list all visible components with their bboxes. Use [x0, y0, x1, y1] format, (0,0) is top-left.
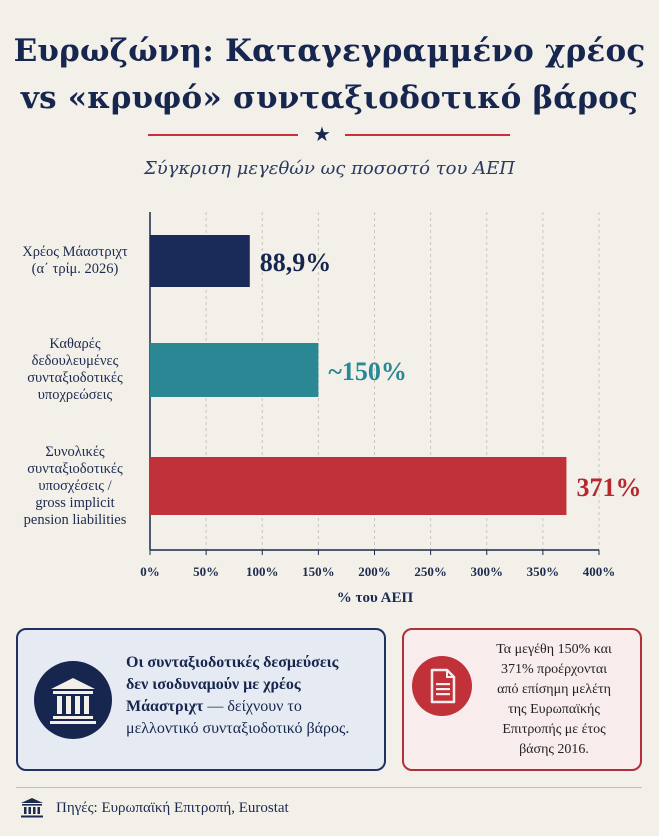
info-right-line-4: της Ευρωπαϊκής: [508, 702, 600, 717]
x-tick-label: 150%: [302, 564, 335, 579]
x-tick-label: 0%: [140, 564, 160, 579]
footer-divider: [16, 787, 642, 788]
institution-icon: [21, 798, 43, 818]
info-text-right: Τα μεγέθη 150% και 371% προέρχονται από …: [478, 640, 630, 760]
bar: [150, 235, 250, 287]
category-label: Συνολικές συνταξιοδοτικές υποσχέσεις / gros…: [8, 444, 142, 529]
info-text-left: Οι συνταξιοδοτικές δεσμεύσεις δεν ισοδυν…: [126, 652, 378, 740]
category-label-line: Χρέος Μάαστριχτ: [22, 244, 128, 260]
x-tick-label: 200%: [358, 564, 391, 579]
title-line-2: vs «κρυφό» συνταξιοδοτικό βάρος: [20, 80, 639, 116]
info-right-line-6: βάσης 2016.: [519, 742, 589, 757]
info-right-line-5: Επιτροπής με έτος: [502, 722, 606, 737]
category-label-line: δεδουλευμένες: [31, 353, 119, 369]
info-left-bold-term: Μάαστριχτ: [126, 698, 204, 715]
info-card-left: Οι συνταξιοδοτικές δεσμεύσεις δεν ισοδυν…: [16, 628, 386, 771]
info-right-line-2: 371% προέρχονται: [500, 662, 608, 677]
category-label-line: (α΄ τρίμ. 2026): [31, 261, 119, 277]
category-label-line: Συνολικές: [45, 443, 105, 460]
info-left-line-4: μελλοντικό συνταξιοδοτικό βάρος.: [126, 720, 350, 737]
category-label-line: υποχρεώσεις: [37, 387, 113, 403]
category-label-line: Καθαρές: [49, 336, 101, 352]
star-icon: ★: [313, 122, 331, 146]
x-tick-label: 400%: [583, 564, 616, 579]
info-left-line-3-rest: — δείχνουν το: [203, 698, 302, 715]
info-card-right: Τα μεγέθη 150% και 371% προέρχονται από …: [402, 628, 642, 771]
sources-text: Πηγές: Ευρωπαϊκή Επιτροπή, Eurostat: [56, 799, 289, 816]
chart-subtitle: Σύγκριση μεγεθών ως ποσοστό του ΑΕΠ: [144, 158, 515, 179]
chart-title: Ευρωζώνη: Καταγεγραμμένο χρέος vs «κρυφό…: [0, 28, 659, 122]
x-tick-label: 300%: [471, 564, 504, 579]
category-label-line: pension liabilities: [23, 511, 127, 528]
title-line-1: Ευρωζώνη: Καταγεγραμμένο χρέος: [13, 33, 646, 69]
category-label: Καθαρές δεδουλευμένες συνταξιοδοτικές υποχρ…: [8, 336, 142, 404]
info-right-line-3: από επίσημη μελέτη: [497, 682, 611, 697]
category-label-line: υποσχέσεις /: [38, 477, 112, 494]
footer: Πηγές: Ευρωπαϊκή Επιτροπή, Eurostat: [16, 796, 289, 820]
bar-value-label: ~150%: [328, 357, 407, 386]
x-tick-label: 50%: [193, 564, 219, 579]
document-icon: [412, 656, 472, 716]
x-tick-label: 250%: [414, 564, 447, 579]
x-tick-label: 350%: [527, 564, 560, 579]
info-left-line-1: Οι συνταξιοδοτικές δεσμεύσεις: [126, 654, 339, 671]
category-label: Χρέος Μάαστριχτ (α΄ τρίμ. 2026): [8, 244, 142, 278]
bar-chart: 0% 50% 100% 150% 200% 250% 300% 350% 400% 88,9% ~1…: [140, 212, 641, 579]
x-tick-label: 100%: [246, 564, 279, 579]
bar: [150, 343, 319, 397]
category-label-line: συνταξιοδοτικές: [27, 460, 123, 477]
title-divider-right: [345, 134, 510, 136]
bar-value-label: 88,9%: [260, 248, 332, 277]
x-axis-label: % του ΑΕΠ: [336, 590, 414, 606]
bar-value-label: 371%: [576, 473, 641, 502]
info-right-line-1: Τα μεγέθη 150% και: [496, 642, 612, 657]
info-left-line-2: δεν ισοδυναμούν με χρέος: [126, 676, 301, 693]
institution-icon: [34, 661, 112, 739]
info-left-line-3: Μάαστριχτ — δείχνουν το: [126, 696, 378, 718]
category-label-line: συνταξιοδοτικές: [27, 370, 123, 386]
category-label-line: gross implicit: [35, 494, 115, 511]
bar: [150, 457, 567, 515]
title-divider-left: [148, 134, 298, 136]
